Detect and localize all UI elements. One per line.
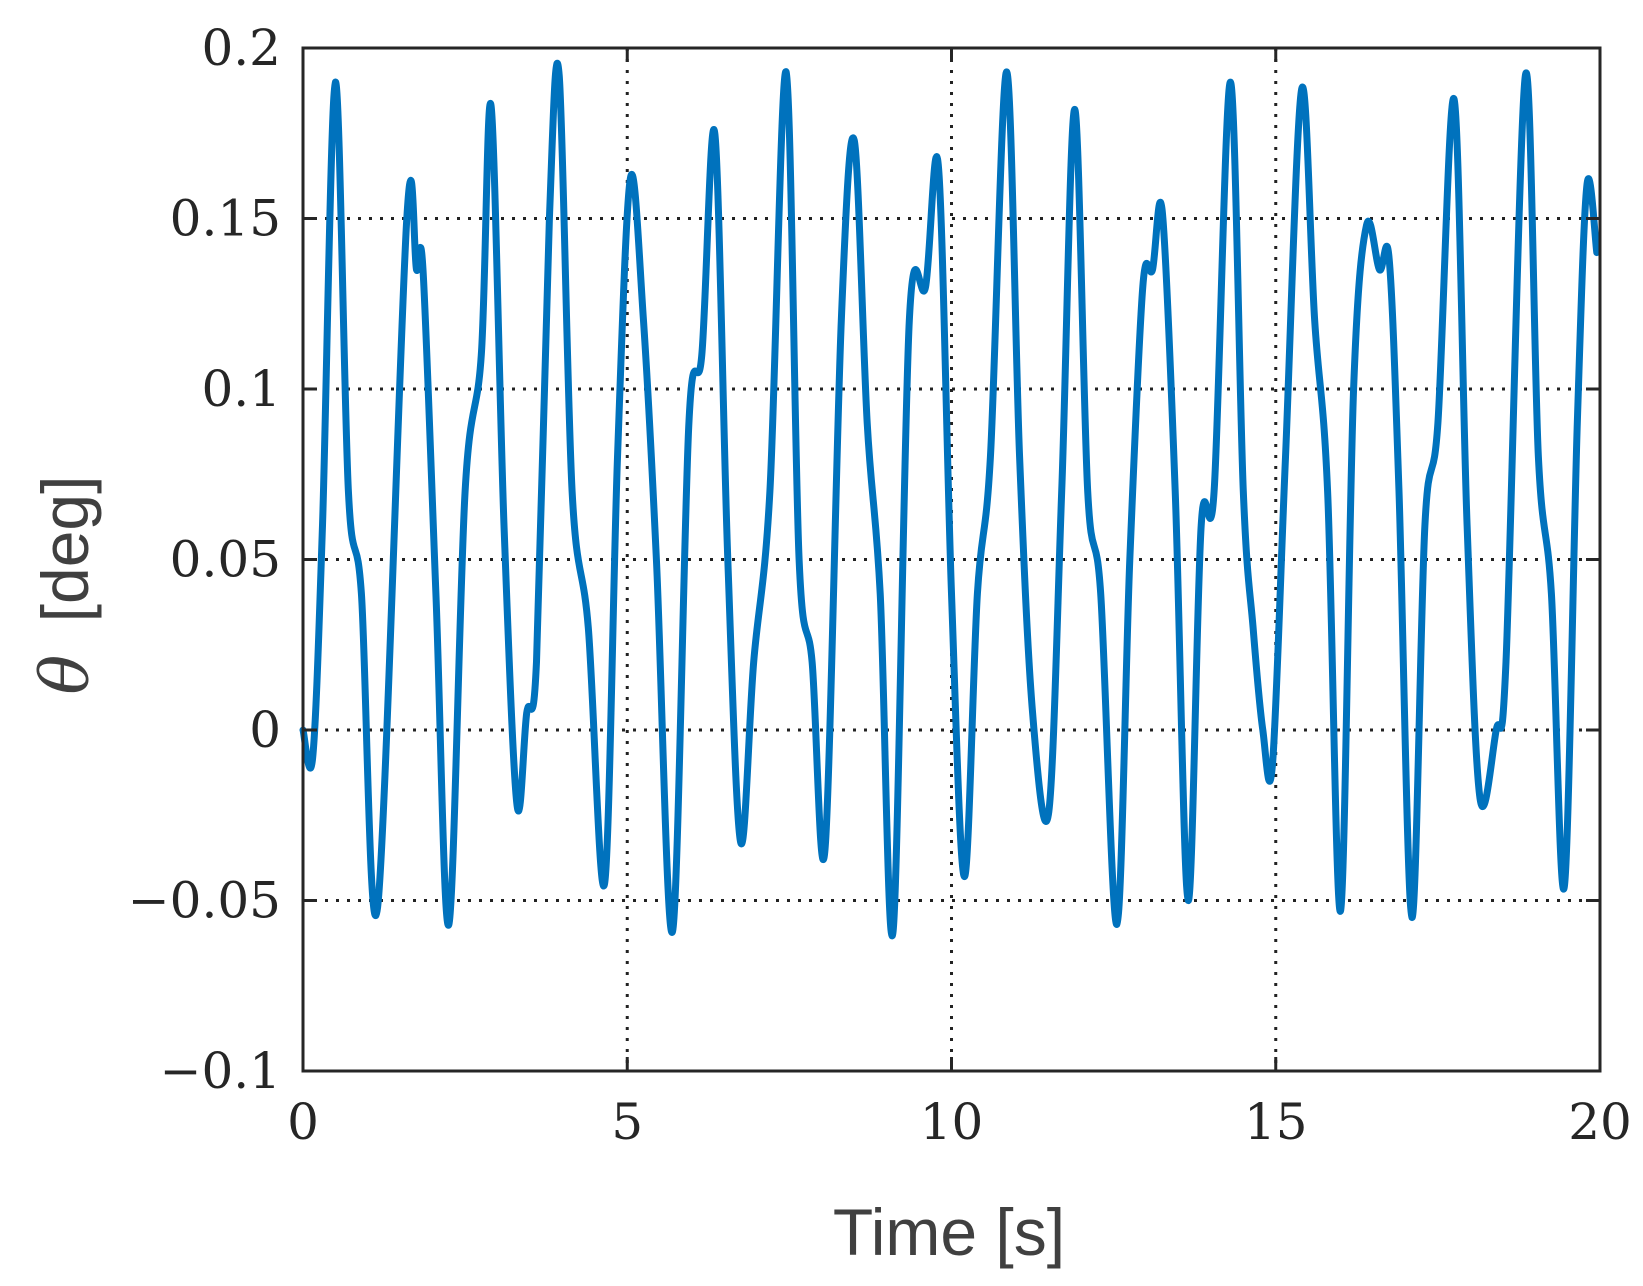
y-tick-label: 0.2 xyxy=(201,19,281,77)
x-tick-labels: 0 5 10 15 20 xyxy=(287,1093,1632,1151)
x-tick-label: 5 xyxy=(611,1093,643,1151)
x-tick-label: 20 xyxy=(1568,1093,1632,1151)
grid-lines xyxy=(303,48,1600,1071)
x-tick-label: 10 xyxy=(920,1093,984,1151)
y-axis-label-symbol: θ xyxy=(27,655,104,695)
series-layer xyxy=(299,59,1601,939)
y-axis-label: θ [deg] xyxy=(27,476,104,695)
y-tick-label: −0.1 xyxy=(160,1042,281,1100)
y-tick-label: 0.05 xyxy=(170,531,281,589)
y-tick-label: −0.05 xyxy=(128,872,281,930)
x-tick-label: 0 xyxy=(287,1093,319,1151)
x-tick-label: 15 xyxy=(1244,1093,1308,1151)
y-tick-label: 0.15 xyxy=(170,190,281,248)
y-tick-label: 0.1 xyxy=(201,360,281,418)
y-tick-labels: −0.1 −0.05 0 0.05 0.1 0.15 0.2 xyxy=(128,19,281,1100)
series-line xyxy=(299,59,1601,939)
y-tick-label: 0 xyxy=(249,701,281,759)
axis-ticks xyxy=(301,46,1602,1073)
y-axis-label-unit: [deg] xyxy=(28,476,102,623)
x-axis-label: Time [s] xyxy=(833,1195,1065,1269)
